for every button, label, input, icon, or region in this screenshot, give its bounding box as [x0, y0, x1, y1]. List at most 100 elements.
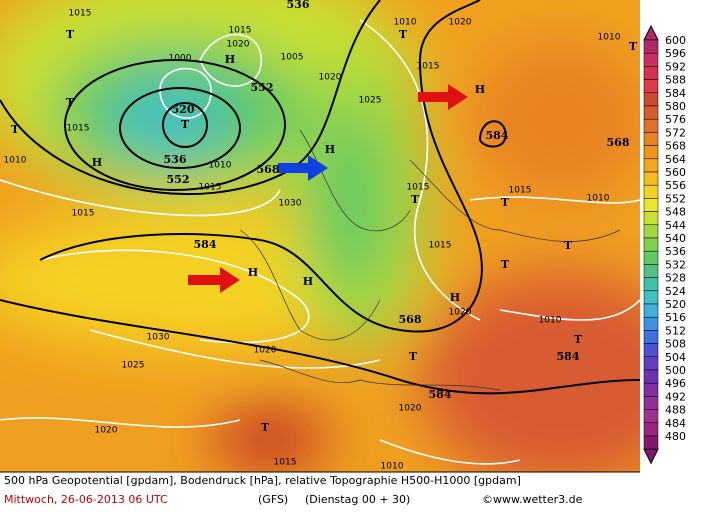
map-label: 1015 — [274, 458, 297, 468]
map-label: 1020 — [319, 73, 342, 83]
map-label: 1000 — [169, 54, 192, 64]
map-label: 1010 — [394, 18, 417, 28]
map-label: T — [501, 258, 510, 271]
map-label: T — [574, 333, 583, 346]
map-label: 1010 — [598, 33, 621, 43]
colorbar-swatch — [643, 435, 659, 450]
colorbar-label: 584 — [665, 87, 686, 100]
colorbar-label: 488 — [665, 404, 686, 417]
colorbar-swatch — [643, 105, 659, 120]
colorbar-cap — [643, 24, 659, 41]
colorbar-swatch — [643, 132, 659, 146]
colorbar-label: 520 — [665, 298, 686, 311]
colorbar-label: 496 — [665, 377, 686, 390]
map-label: T — [261, 421, 270, 434]
colorbar-label: 548 — [665, 206, 686, 219]
colorbar-label: 552 — [665, 192, 686, 205]
map-label: H — [303, 275, 313, 288]
map-label: H — [325, 143, 335, 156]
map-label: 1020 — [227, 40, 250, 50]
colorbar-label: 560 — [665, 166, 686, 179]
colorbar-swatch — [643, 382, 659, 397]
map-label: H — [450, 291, 460, 304]
colorbar-label: 528 — [665, 272, 686, 285]
colorbar-swatch — [643, 145, 659, 160]
map-label: T — [629, 40, 638, 53]
footer-bg — [0, 472, 640, 513]
colorbar-swatch — [643, 92, 659, 107]
colorbar-label: 580 — [665, 100, 686, 113]
colorbar-label: 576 — [665, 113, 686, 126]
map-label: 1030 — [147, 333, 170, 343]
colorbar-label: 484 — [665, 417, 686, 430]
map-label: 552 — [251, 81, 274, 94]
map-label: 1015 — [67, 124, 90, 134]
map-label: 1015 — [229, 26, 252, 36]
map-label: 1020 — [449, 18, 472, 28]
colorbar-label: 536 — [665, 245, 686, 258]
map-label: H — [248, 266, 258, 279]
colorbar-swatch — [643, 330, 659, 344]
map-label: 1025 — [359, 96, 382, 106]
map-label: 1010 — [4, 156, 27, 166]
colorbar-swatch — [643, 396, 659, 410]
colorbar-label: 512 — [665, 324, 686, 337]
map-label: T — [411, 193, 420, 206]
colorbar-label: 588 — [665, 74, 686, 87]
map-label: 1015 — [417, 62, 440, 72]
colorbar-swatch — [643, 237, 659, 252]
colorbar-swatch — [643, 66, 659, 80]
footer-date: Mittwoch, 26-06-2013 06 UTC — [4, 493, 168, 506]
map-label: 568 — [607, 136, 630, 149]
map-label: T — [399, 28, 408, 41]
map-label: T — [66, 28, 75, 41]
colorbar-label: 596 — [665, 47, 686, 60]
colorbar-label: 540 — [665, 232, 686, 245]
map-label: T — [11, 123, 20, 136]
colorbar-swatch — [643, 52, 659, 67]
map — [0, 0, 640, 472]
colorbar-swatch — [643, 171, 659, 186]
map-label: T — [409, 350, 418, 363]
colorbar-swatch — [643, 303, 659, 318]
colorbar-swatch — [643, 409, 659, 424]
map-label: 1015 — [407, 183, 430, 193]
colorbar-swatch — [643, 369, 659, 384]
map-label: 584 — [194, 238, 217, 251]
map-label: T — [66, 96, 75, 109]
map-label: H — [475, 83, 485, 96]
colorbar-label: 500 — [665, 364, 686, 377]
colorbar-swatch — [643, 79, 659, 94]
map-label: 584 — [486, 129, 509, 142]
map-label: 536 — [287, 0, 310, 11]
colorbar-label: 524 — [665, 285, 686, 298]
map-label: 1020 — [254, 346, 277, 356]
map-label: 1020 — [95, 426, 118, 436]
colorbar-label: 600 — [665, 34, 686, 47]
map-label: H — [225, 53, 235, 66]
map-label: 584 — [557, 350, 580, 363]
map-label: 1015 — [72, 209, 95, 219]
map-label: 1015 — [429, 241, 452, 251]
map-label: T — [501, 196, 510, 209]
map-label: 1015 — [199, 183, 222, 193]
colorbar-swatch — [643, 250, 659, 265]
map-label: 1020 — [449, 308, 472, 318]
colorbar-label: 572 — [665, 126, 686, 139]
colorbar-swatch — [643, 356, 659, 371]
colorbar-label: 516 — [665, 311, 686, 324]
colorbar-swatch — [643, 118, 659, 133]
colorbar-swatch — [643, 158, 659, 173]
map-label: 1010 — [539, 316, 562, 326]
map-label: T — [181, 118, 190, 131]
footer-model: (GFS) — [258, 493, 288, 506]
footer-run: (Dienstag 00 + 30) — [305, 493, 410, 506]
map-label: 1020 — [399, 404, 422, 414]
colorbar-swatch — [643, 224, 659, 239]
colorbar-label: 508 — [665, 338, 686, 351]
map-label: 520 — [172, 103, 195, 116]
map-label: 584 — [429, 388, 452, 401]
map-label: 536 — [164, 153, 187, 166]
